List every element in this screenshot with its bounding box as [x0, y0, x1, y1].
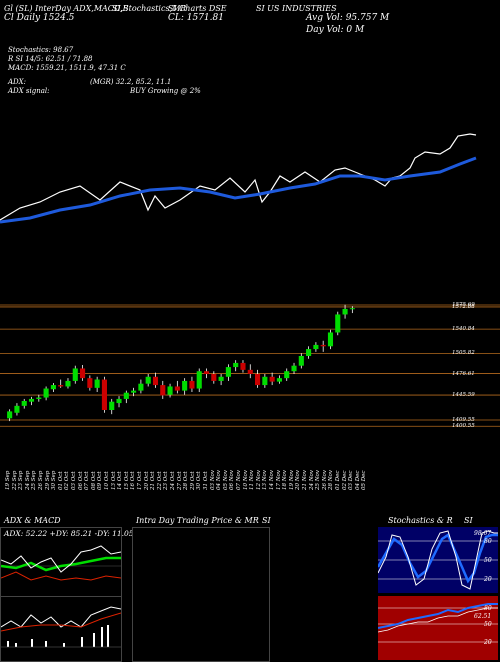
candle-body — [116, 398, 122, 404]
adx-signal-value: BUY Growing @ 2% — [130, 87, 201, 95]
header-title-right: SI US INDUSTRIES — [256, 4, 337, 13]
price-level-label: 1505.82 — [452, 350, 475, 357]
header-avg-vol: Avg Vol: 95.757 M — [306, 13, 390, 23]
candle-body — [174, 386, 180, 391]
adx-values: (MGR) 32.2, 85.2, 11.1 — [90, 78, 172, 86]
candle-body — [109, 401, 115, 410]
candle-body — [160, 385, 166, 396]
candle-body — [218, 376, 224, 381]
candle-body — [327, 332, 334, 347]
candle-body — [58, 385, 64, 387]
candle-body — [28, 398, 35, 402]
candle-body — [335, 314, 341, 333]
header-title-left: Gl (SL) InterDay ADX,MACD,B — [4, 4, 129, 13]
adx-panel-label: ADX: 52.22 +DY: 85.21 -DY: 11.05 — [4, 529, 134, 538]
adx-panel: ADX: 52.22 +DY: 85.21 -DY: 11.05 — [0, 527, 134, 597]
candle-body — [276, 378, 282, 382]
stoch-tick-80: 80 — [484, 538, 492, 545]
close-price-line — [0, 133, 477, 221]
header-title-mid2: SI Charts DSE — [168, 4, 227, 13]
stoch-tick-20: 20 — [484, 576, 492, 583]
candle-body — [50, 385, 56, 390]
candle-body — [101, 379, 107, 410]
candle-body — [189, 380, 195, 389]
candle-body — [145, 376, 151, 384]
candle-body — [291, 365, 297, 372]
candle-body — [131, 390, 137, 393]
candle-body — [21, 401, 27, 406]
date-axis-label: 05 Dec — [361, 470, 368, 491]
candle-body — [167, 386, 173, 395]
candle-body — [225, 367, 231, 377]
price-level-label: 1445.59 — [452, 392, 475, 399]
candle-body — [138, 383, 144, 391]
price-level-label: 1400.55 — [452, 423, 475, 430]
stoch-rsi-title: Stochastics & R — [388, 516, 453, 525]
candle-body — [36, 397, 42, 399]
candle-body — [14, 405, 20, 413]
adx-signal-label: ADX signal: — [8, 87, 50, 95]
candle-body — [65, 380, 71, 387]
candle-body — [320, 344, 326, 347]
macd-panel — [0, 596, 122, 662]
candle-body — [240, 362, 246, 370]
stoch-rsi-title-si: SI — [464, 516, 473, 525]
price-level-label: 1409.55 — [452, 417, 475, 423]
stoch-value: 98.67 — [474, 530, 492, 537]
intraday-title: Intra Day Trading Price & MR — [136, 516, 259, 525]
candle-body — [196, 371, 202, 389]
candle-body — [43, 388, 49, 398]
macd-lines — [1, 606, 121, 648]
header-daily: Cl Daily 1524.5 — [4, 13, 75, 23]
candle-body — [269, 376, 275, 382]
candle-body — [123, 392, 129, 399]
candle-body — [87, 378, 93, 388]
stochastics-readout: Stochastics: 98.67 — [8, 46, 74, 54]
candle-body — [255, 374, 261, 386]
rsi-tick-50: 50 — [484, 621, 492, 628]
candle-body — [211, 374, 217, 381]
price-level-label: 1572.88 — [452, 303, 475, 310]
candle-body — [247, 369, 253, 374]
candle-body — [298, 356, 304, 366]
stochastics-lines — [378, 530, 498, 590]
candle-body — [342, 308, 348, 315]
rsi-panel: 80 50 20 62.51 — [378, 596, 498, 660]
candle-body — [284, 371, 290, 379]
candle-body — [203, 371, 210, 374]
price-level-label: 1476.61 — [452, 370, 475, 377]
price-chart — [0, 133, 500, 427]
intraday-title-si: SI — [262, 516, 271, 525]
adx-lines — [1, 545, 121, 581]
stochastics-panel: 80 50 20 98.67 — [378, 527, 498, 593]
candle-body — [94, 379, 100, 388]
price-level-label: 1575.69 — [452, 301, 475, 308]
adx-macd-title: ADX & MACD — [4, 516, 61, 525]
stoch-tick-50: 50 — [484, 557, 492, 564]
adx-label: ADX: — [8, 78, 27, 86]
intraday-panel — [132, 527, 270, 662]
header-close: CL: 1571.81 — [168, 13, 224, 23]
candle-body — [233, 362, 239, 368]
header-title-mid1: SI,Stochastics,MR — [112, 4, 187, 13]
rsi-tick-20: 20 — [484, 639, 492, 646]
rsi-lines — [378, 603, 498, 643]
moving-average-line — [0, 156, 477, 224]
price-level-label: 1540.84 — [452, 326, 475, 333]
candle-body — [349, 308, 355, 310]
candle-body — [72, 368, 78, 381]
candle-body — [306, 349, 312, 356]
candle-body — [7, 411, 13, 419]
candle-body — [313, 344, 319, 350]
candle-body — [80, 368, 86, 379]
macd-readout: MACD: 1559.21, 1511.9, 47.31 C — [8, 64, 126, 72]
header-day-vol: Day Vol: 0 M — [306, 25, 365, 35]
candle-body — [182, 380, 188, 391]
candle-body — [152, 376, 159, 386]
rsi-value: 62.51 — [474, 613, 492, 620]
rsi-tick-80: 80 — [484, 605, 492, 612]
rsi-readout: R SI 14/5: 62.51 / 71.88 — [8, 55, 93, 63]
candle-body — [262, 376, 268, 386]
